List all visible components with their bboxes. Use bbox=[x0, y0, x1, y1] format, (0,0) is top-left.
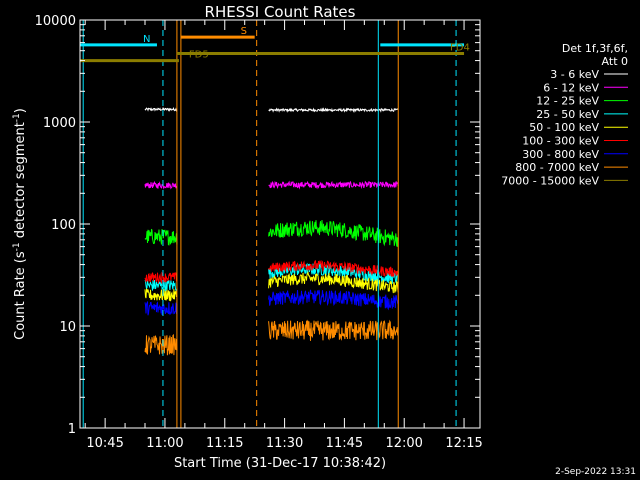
legend-header-line-1: Det 1f,3f,6f, bbox=[562, 42, 628, 55]
legend-label-8: 7000 - 15000 keV bbox=[501, 174, 599, 187]
series-trace-4-segment-0 bbox=[144, 288, 178, 302]
y-axis-label-exponent: -1 bbox=[12, 242, 22, 251]
plot-area: N S FD4 FD5 bbox=[80, 20, 470, 428]
legend-label-5: 100 - 300 keV bbox=[522, 135, 599, 148]
x-tick-label-1: 11:00 bbox=[146, 436, 183, 451]
x-tick-label-6: 12:15 bbox=[445, 436, 482, 451]
plot-frame bbox=[79, 19, 481, 429]
y-axis-label-exponent-2: -1 bbox=[12, 113, 22, 122]
legend-label-3: 25 - 50 keV bbox=[536, 108, 599, 121]
series-trace-7-segment-1 bbox=[268, 319, 399, 341]
series-trace-2-segment-0 bbox=[144, 228, 178, 246]
flag-label-s: S bbox=[241, 26, 247, 37]
x-tick-label-4: 11:45 bbox=[326, 436, 363, 451]
series-trace-5-segment-1 bbox=[268, 260, 399, 278]
x-tick-label-5: 12:00 bbox=[385, 436, 422, 451]
series-trace-0-segment-1 bbox=[268, 107, 399, 113]
legend-label-1: 6 - 12 keV bbox=[543, 81, 599, 94]
series-trace-1-segment-1 bbox=[268, 180, 399, 190]
chart-title: RHESSI Count Rates bbox=[205, 3, 356, 21]
y-tick-label-1: 10 bbox=[59, 320, 76, 335]
legend-label-4: 50 - 100 keV bbox=[529, 121, 599, 134]
x-tick-label-2: 11:15 bbox=[206, 436, 243, 451]
y-tick-label-3: 1000 bbox=[43, 116, 76, 131]
x-tick-label-3: 11:30 bbox=[266, 436, 303, 451]
series-trace-5-segment-0 bbox=[144, 271, 178, 285]
x-axis-label: Start Time (31-Dec-17 10:38:42) bbox=[174, 456, 386, 471]
legend-header-line-2: Att 0 bbox=[602, 55, 628, 68]
date-stamp: 2-Sep-2022 13:31 bbox=[555, 467, 636, 477]
series-trace-6-segment-1 bbox=[268, 289, 399, 311]
flag-label-fd5: FD5 bbox=[189, 50, 209, 61]
series-trace-7-segment-0 bbox=[144, 333, 178, 356]
y-axis-label-prefix: Count Rate (s bbox=[13, 251, 28, 340]
series-trace-3-segment-0 bbox=[144, 279, 178, 292]
y-axis-label-end: ) bbox=[13, 108, 28, 113]
legend-label-0: 3 - 6 keV bbox=[550, 68, 599, 81]
axes: 1 10 100 1000 10000 10:45 11:00 11:15 11:30 11:45… bbox=[35, 14, 483, 451]
x-tick-label-0: 10:45 bbox=[86, 436, 123, 451]
legend-label-7: 800 - 7000 keV bbox=[515, 161, 599, 174]
y-axis-label: Count Rate (s-1 detector segment-1) bbox=[12, 108, 28, 340]
flag-label-n: N bbox=[143, 34, 150, 45]
y-axis-label-middle: detector segment bbox=[13, 122, 28, 242]
y-tick-label-0: 1 bbox=[68, 422, 76, 437]
legend-label-6: 300 - 800 keV bbox=[522, 148, 599, 161]
series-trace-2-segment-1 bbox=[268, 219, 399, 248]
series-trace-0-segment-0 bbox=[144, 106, 178, 112]
series-trace-1-segment-0 bbox=[144, 180, 178, 190]
y-tick-label-4: 10000 bbox=[35, 14, 76, 29]
y-tick-label-2: 100 bbox=[51, 218, 76, 233]
flag-label-fd4: FD4 bbox=[450, 42, 470, 53]
legend-label-2: 12 - 25 keV bbox=[536, 95, 599, 108]
series-trace-4-segment-1 bbox=[268, 271, 399, 294]
series-trace-6-segment-0 bbox=[144, 301, 178, 316]
